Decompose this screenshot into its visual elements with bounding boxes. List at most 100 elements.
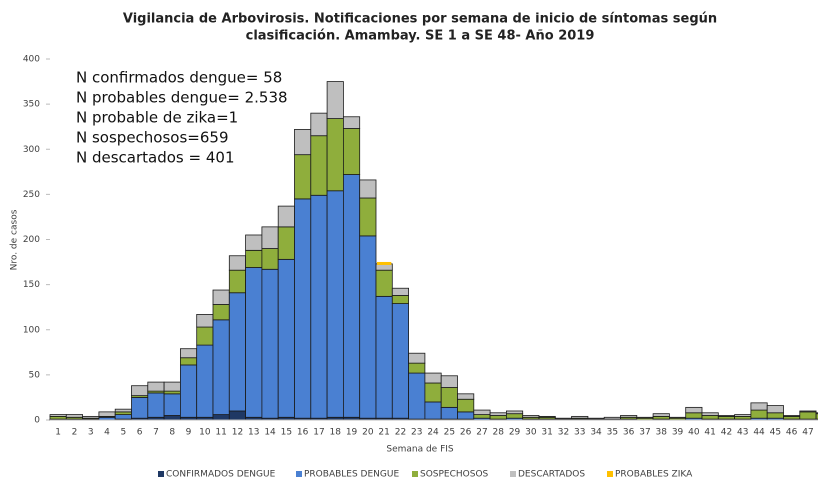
bar-segment [391,303,409,419]
bar-segment [636,416,654,419]
x-tick-label: 2 [72,428,78,438]
bar-segment [717,415,735,417]
bar-segment [163,415,181,421]
y-tick-label: 0 [34,416,40,426]
bar-segment [359,235,377,419]
bar-segment [587,417,605,420]
x-tick-label: 17 [313,428,324,438]
x-tick-label: 39 [672,428,684,438]
x-tick-label: 10 [199,428,211,438]
x-tick-label: 40 [688,428,700,438]
bar-segment [701,415,719,420]
bar-segment [734,415,752,420]
bar-segment [457,398,475,413]
bar-segment [799,410,817,413]
x-tick-label: 14 [264,428,276,438]
bar-segment [277,226,295,260]
bar-segment [424,372,442,384]
legend-swatch [296,471,302,477]
bar-segment [669,416,687,419]
x-tick-label: 44 [753,428,765,438]
legend-label: PROBABLES ZIKA [615,470,693,479]
annotation: N confirmados dengue= 58 [76,69,282,87]
bar-segment [212,414,230,421]
bar-segment [179,348,198,359]
bar-segment [49,415,67,420]
bar-segment [408,352,426,364]
bar-segment [342,128,361,175]
y-tick-label: 50 [29,370,41,380]
bar-segment [815,412,818,415]
bar-segment [114,411,132,415]
y-tick-label: 150 [23,280,40,290]
bar-segment [783,415,801,420]
bar-segment [473,414,491,419]
bar-segment [98,411,116,417]
x-tick-label: 23 [411,428,422,438]
bar-segment [245,234,263,251]
x-tick-label: 41 [704,428,715,438]
legend-label: CONFIRMADOS DENGUE [166,470,276,479]
bar-segment [799,411,817,420]
bar-segment [424,382,442,403]
bar-segment [196,326,214,346]
x-tick-label: 11 [215,428,226,438]
legend-label: DESCARTADOS [518,470,585,479]
bar-segment [424,401,442,420]
x-tick-label: 18 [330,428,342,438]
legend-swatch [607,471,613,477]
bar-segment [620,415,638,418]
x-tick-label: 12 [232,428,243,438]
bar-segment [489,412,507,416]
y-tick-label: 300 [23,145,40,155]
x-tick-label: 4 [104,428,110,438]
x-tick-label: 43 [737,428,748,438]
x-tick-label: 46 [786,428,798,438]
bar-segment [163,390,181,395]
bar-segment [505,410,524,415]
bar-segment [196,314,214,328]
bar-segment [522,415,540,418]
x-tick-label: 32 [558,428,569,438]
bar-segment [375,295,393,419]
x-tick-label: 6 [137,428,143,438]
bar-segment [342,116,361,129]
bar-segment [457,393,475,400]
x-tick-label: 45 [770,428,781,438]
bar-segment [359,197,377,237]
x-tick-label: 27 [476,428,487,438]
annotation: N sospechosos=659 [76,129,228,147]
bar-segment [245,249,263,268]
annotation: N probables dengue= 2.538 [76,89,288,107]
bar-segment [571,415,589,419]
bar-segment [440,406,458,420]
bar-segment [294,154,312,200]
x-tick-label: 24 [427,428,439,438]
chart-title: clasificación. Amambay. SE 1 a SE 48- Añ… [246,29,595,44]
x-tick-label: 28 [493,428,505,438]
bar-segment [538,415,556,418]
bar-segment [114,414,132,420]
bar-segment [310,112,328,137]
bar-segment [212,304,230,321]
x-tick-label: 5 [120,428,126,438]
bar-segment [342,174,361,418]
bar-segment [310,194,328,419]
bar-segment [326,190,344,418]
bar-segment [326,81,344,119]
y-tick-label: 200 [23,235,40,245]
bar-segment [196,344,214,418]
bar-segment [277,205,295,228]
x-tick-label: 31 [541,428,552,438]
bar-segment [131,385,149,397]
x-tick-label: 25 [444,428,455,438]
annotation: N probable de zika=1 [76,109,238,127]
x-tick-label: 9 [186,428,192,438]
bar-segment [82,415,100,419]
bar-segment [652,413,670,417]
bar-segment [603,416,621,420]
x-tick-label: 42 [721,428,732,438]
bar-segment [652,415,670,420]
bar-segment [457,411,475,420]
bar-segment [294,198,312,419]
